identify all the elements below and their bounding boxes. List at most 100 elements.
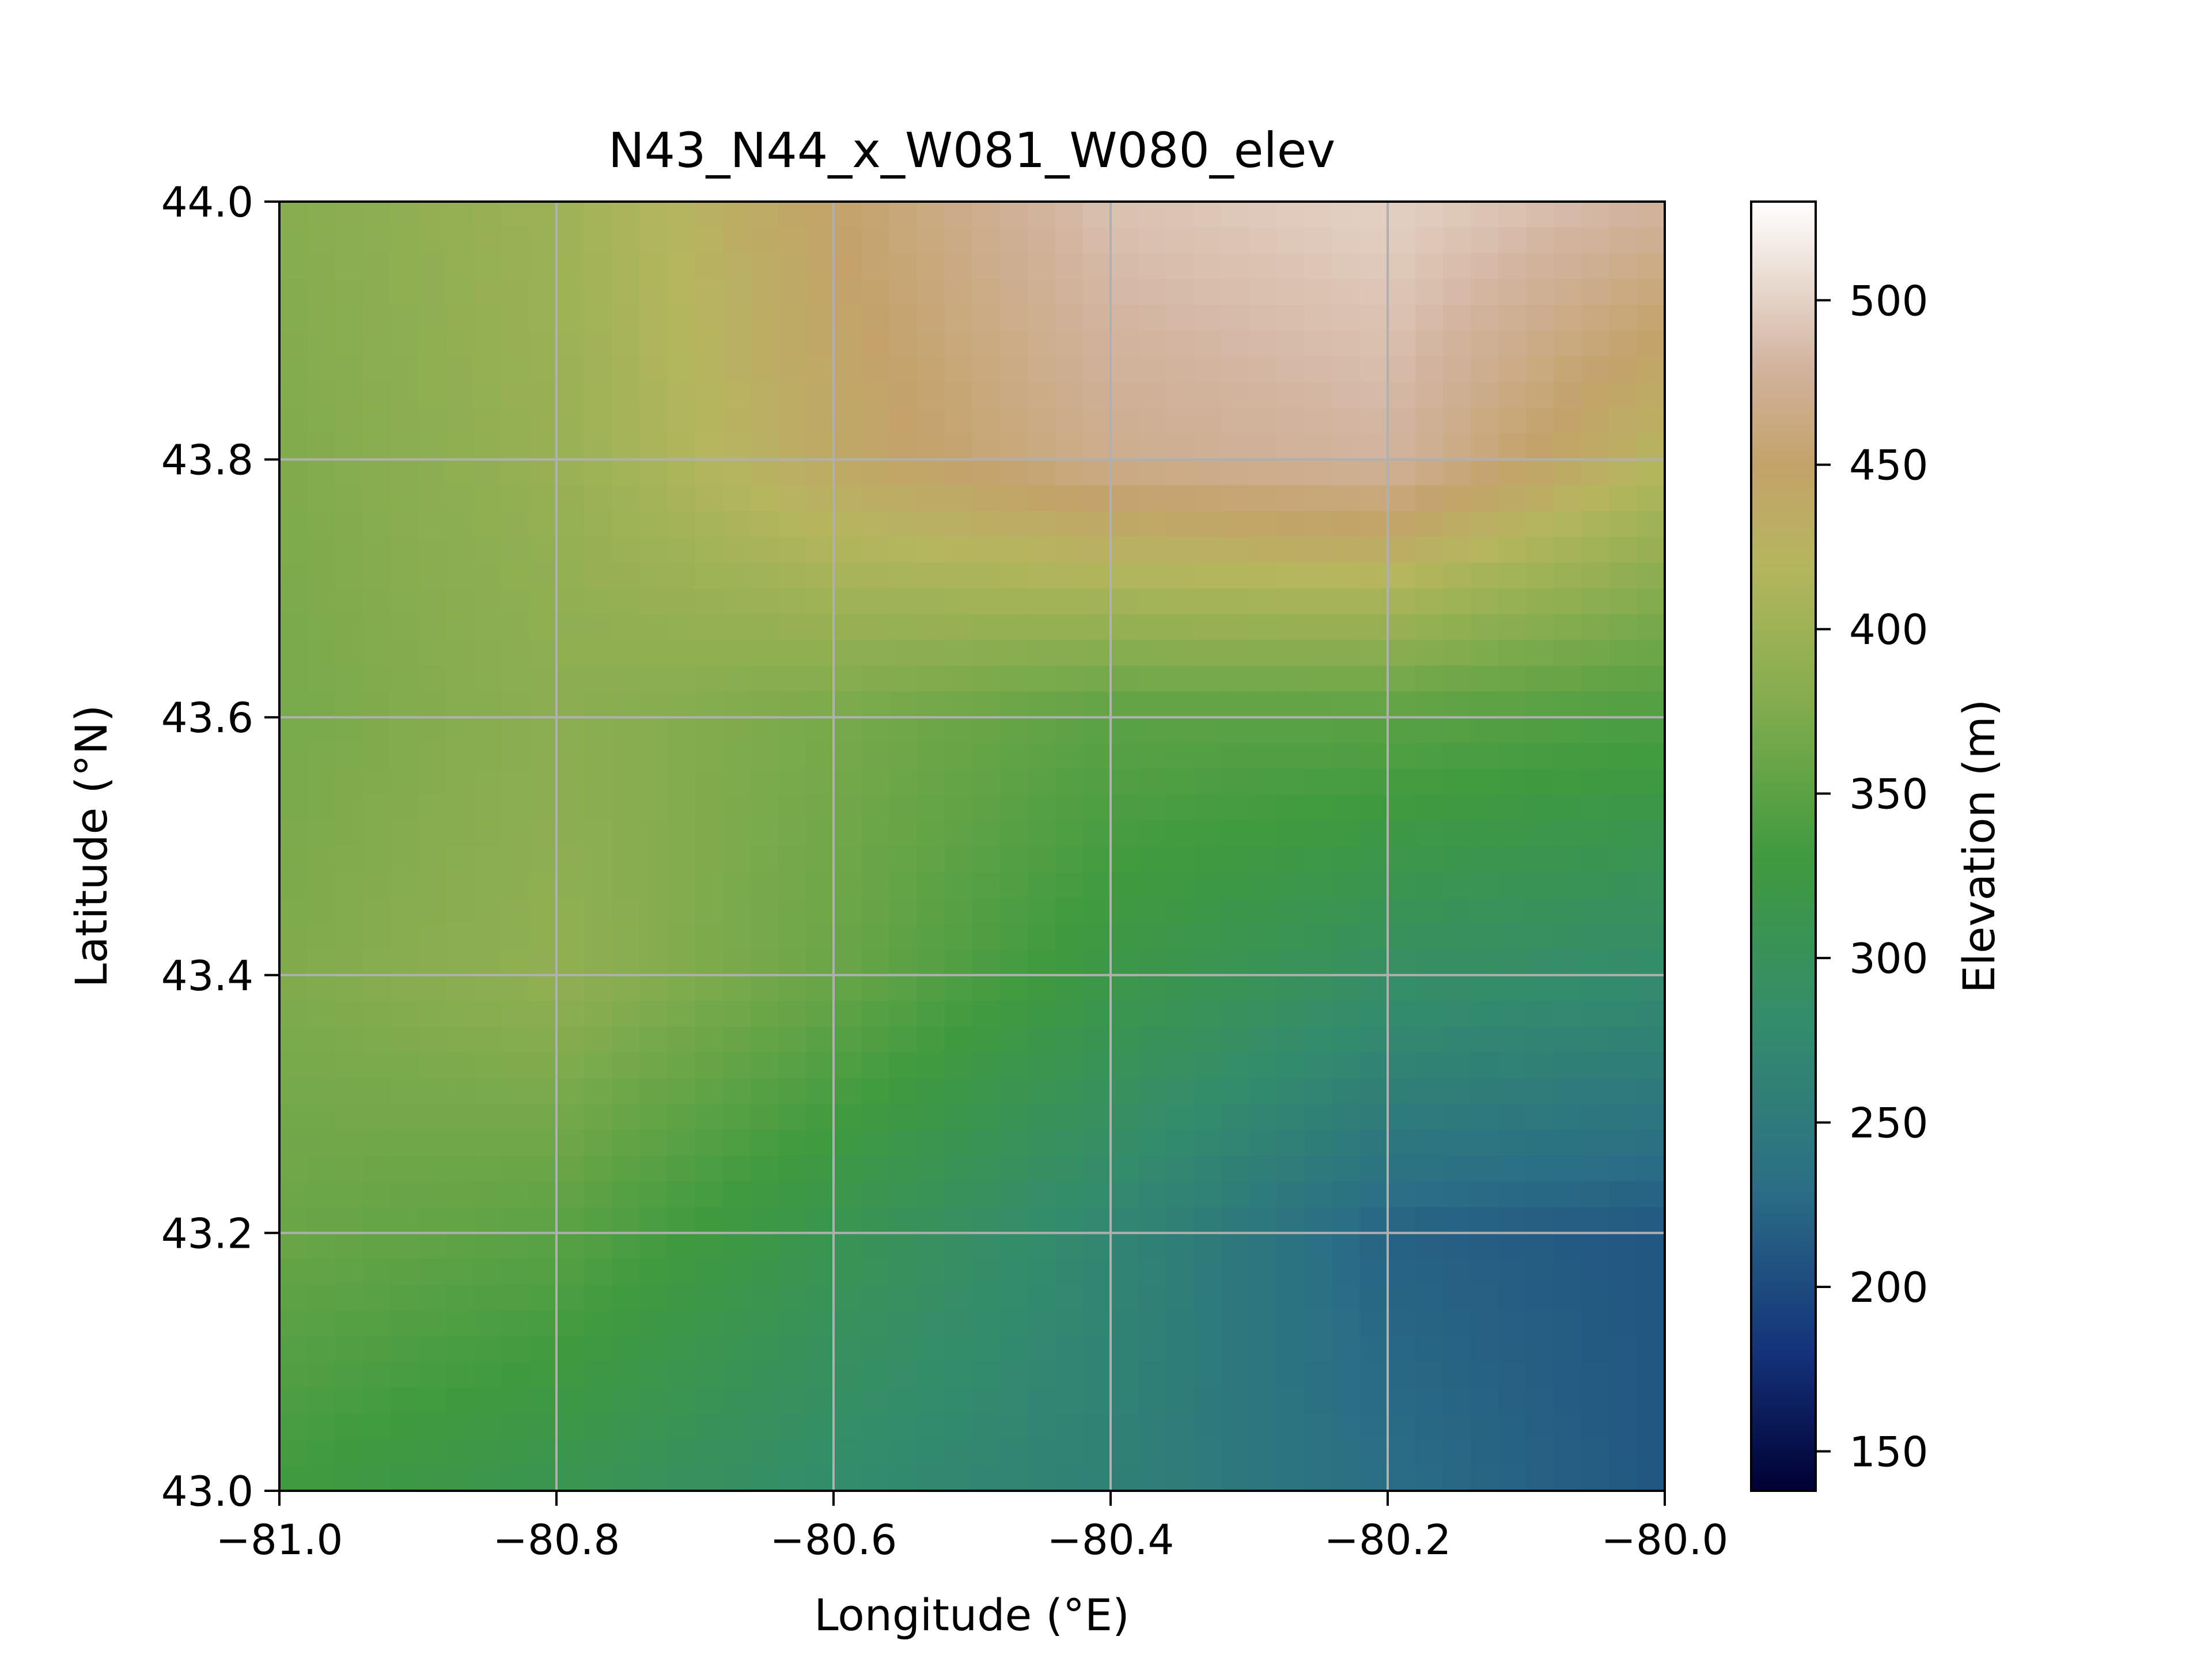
heatmap-cell (834, 459, 862, 486)
heatmap-cell (944, 691, 973, 718)
heatmap-cell (695, 768, 724, 796)
heatmap-cell (1637, 408, 1665, 434)
heatmap-cell (1166, 923, 1195, 950)
heatmap-cell (916, 562, 945, 589)
heatmap-cell (1277, 897, 1305, 925)
heatmap-cell (1471, 794, 1499, 821)
heatmap-cell (1609, 1104, 1638, 1131)
heatmap-cell (778, 897, 806, 925)
heatmap-cell (1249, 1465, 1278, 1491)
heatmap-cell (279, 1310, 308, 1337)
heatmap-cell (889, 356, 918, 383)
heatmap-cell (972, 1001, 1001, 1028)
heatmap-cell (418, 279, 446, 306)
heatmap-cell (1359, 1362, 1388, 1388)
heatmap-cell (501, 794, 529, 821)
heatmap-cell (750, 1388, 779, 1414)
heatmap-cell (501, 1259, 529, 1285)
heatmap-cell (1581, 1439, 1610, 1466)
heatmap-cell (1277, 1027, 1305, 1054)
heatmap-cell (1055, 485, 1084, 512)
heatmap-cell (1027, 820, 1056, 847)
heatmap-cell (1194, 1078, 1222, 1105)
heatmap-cell (279, 1027, 308, 1054)
heatmap-cell (1221, 975, 1250, 1002)
heatmap-cell (1138, 382, 1167, 409)
heatmap-cell (1055, 1465, 1084, 1491)
heatmap-cell (1027, 588, 1056, 615)
heatmap-cell (695, 588, 724, 615)
heatmap-cell (1249, 279, 1278, 306)
heatmap-cell (750, 562, 779, 589)
heatmap-cell (1637, 1104, 1665, 1131)
heatmap-cell (335, 305, 363, 331)
heatmap-cell (528, 1310, 557, 1337)
heatmap-cell (861, 227, 890, 254)
heatmap-cell (1471, 1413, 1499, 1440)
heatmap-cell (1111, 614, 1139, 641)
heatmap-cell (1471, 1233, 1499, 1260)
heatmap-cell (1277, 1362, 1305, 1388)
heatmap-cell (1415, 1207, 1444, 1234)
heatmap-cell (1554, 691, 1582, 718)
heatmap-cell (999, 717, 1028, 744)
heatmap-cell (972, 614, 1001, 641)
heatmap-cell (1249, 1362, 1278, 1388)
heatmap-cell (1581, 639, 1610, 666)
heatmap-cell (1443, 1336, 1472, 1363)
heatmap-cell (612, 1284, 641, 1311)
heatmap-cell (1359, 511, 1388, 537)
heatmap-cell (1498, 382, 1527, 409)
heatmap-cell (1332, 536, 1361, 563)
heatmap-cell (362, 923, 391, 950)
heatmap-cell (528, 227, 557, 254)
heatmap-cell (1277, 639, 1305, 666)
heatmap-cell (1388, 639, 1416, 666)
heatmap-cell (1609, 1284, 1638, 1311)
chart-title: N43_N44_x_W081_W080_elev (608, 122, 1335, 179)
heatmap-cell (612, 305, 641, 331)
heatmap-cell (805, 691, 834, 718)
heatmap-cell (335, 1001, 363, 1028)
heatmap-cell (584, 382, 613, 409)
heatmap-cell (1581, 1078, 1610, 1105)
heatmap-cell (1443, 872, 1472, 899)
heatmap-cell (1027, 1362, 1056, 1388)
heatmap-cell (307, 330, 336, 357)
heatmap-cell (1526, 279, 1555, 306)
heatmap-cell (1526, 923, 1555, 950)
heatmap-cell (972, 279, 1001, 306)
heatmap-cell (639, 1362, 668, 1388)
heatmap-cell (556, 382, 585, 409)
heatmap-cell (1554, 536, 1582, 563)
heatmap-cell (750, 872, 779, 899)
heatmap-cell (750, 511, 779, 537)
heatmap-cell (916, 279, 945, 306)
heatmap-cell (528, 253, 557, 280)
heatmap-cell (445, 1284, 474, 1311)
heatmap-cell (1249, 253, 1278, 280)
heatmap-cell (750, 1284, 779, 1311)
heatmap-cell (1194, 1052, 1222, 1079)
heatmap-cell (390, 614, 419, 641)
heatmap-cell (1277, 356, 1305, 383)
heatmap-cell (1609, 408, 1638, 434)
heatmap-cell (584, 253, 613, 280)
heatmap-cell (279, 459, 308, 486)
heatmap-cell (889, 1001, 918, 1028)
heatmap-cell (834, 1027, 862, 1054)
heatmap-cell (473, 1078, 502, 1105)
heatmap-cell (1609, 794, 1638, 821)
heatmap-cell (916, 1259, 945, 1285)
heatmap-cell (1027, 794, 1056, 821)
heatmap-cell (362, 768, 391, 796)
heatmap-cell (307, 639, 336, 666)
heatmap-cell (1027, 536, 1056, 563)
heatmap-cell (916, 639, 945, 666)
heatmap-cell (307, 1439, 336, 1466)
heatmap-cell (1082, 717, 1111, 744)
heatmap-cell (750, 949, 779, 976)
heatmap-cell (1498, 562, 1527, 589)
heatmap-cell (584, 1310, 613, 1337)
heatmap-cell (889, 1052, 918, 1079)
